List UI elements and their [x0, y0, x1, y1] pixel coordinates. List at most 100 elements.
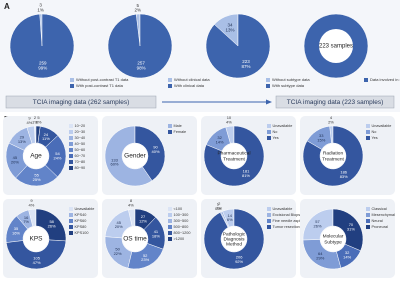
- legend-swatch: [69, 225, 73, 229]
- percent-label: 1%: [216, 205, 222, 210]
- pie-slice: [203, 208, 265, 270]
- percent-label: 18%: [152, 233, 160, 238]
- center-label: 223 samples: [319, 44, 353, 50]
- percent-label: 40%: [152, 149, 160, 154]
- legend-swatch: [267, 130, 271, 134]
- chart-title: Treatment: [223, 156, 245, 162]
- legend-swatch: [267, 124, 271, 128]
- legend-swatch: [69, 207, 73, 211]
- data-label: 55: [34, 172, 39, 177]
- legend-swatch: [69, 231, 73, 235]
- percent-label: 4%: [29, 203, 35, 208]
- legend-label: Without subtype data: [272, 77, 310, 82]
- data-label: 10: [227, 115, 232, 120]
- percent-label: 2%: [134, 8, 141, 13]
- legend-swatch: [168, 124, 172, 128]
- data-label: 50: [115, 246, 120, 251]
- percent-label: 15%: [317, 137, 325, 142]
- legend-swatch: [168, 213, 172, 217]
- percent-label: 60%: [110, 162, 118, 167]
- legend-label: Classical: [372, 207, 387, 211]
- data-label: 35: [14, 226, 19, 231]
- data-label: 105: [33, 255, 40, 260]
- percent-label: 26%: [314, 223, 322, 228]
- data-label: 52: [143, 253, 148, 258]
- legend-label: 300~500: [174, 219, 189, 223]
- data-label: 206: [236, 255, 243, 260]
- center-disc: [221, 143, 247, 169]
- legend-swatch: [267, 207, 271, 211]
- legend-swatch: [69, 142, 73, 146]
- legend-swatch: [366, 130, 370, 134]
- percent-label: 2%: [36, 119, 42, 124]
- data-label: 45: [116, 220, 121, 225]
- legend-label: With post-contrast T1 data: [76, 83, 124, 88]
- pie-slice: [104, 125, 153, 187]
- percent-label: 2%: [328, 119, 334, 124]
- percent-label: 87%: [242, 64, 251, 69]
- data-label: 58: [49, 219, 54, 224]
- legend-label: No: [273, 130, 278, 134]
- data-label: 181: [243, 169, 250, 174]
- data-label: 24: [44, 132, 49, 137]
- legend-label: Excisional Biopsy: [273, 213, 303, 217]
- data-label: 9: [28, 115, 31, 120]
- panel-label: A: [4, 2, 10, 11]
- legend-label: 500~800: [174, 225, 189, 229]
- data-label: 90: [153, 144, 158, 149]
- data-label: 9: [30, 198, 33, 203]
- legend-swatch: [168, 237, 172, 241]
- data-label: 186: [340, 170, 347, 175]
- center-disc: [320, 226, 346, 252]
- percent-label: 1%: [37, 8, 44, 13]
- data-label: 27: [141, 214, 146, 219]
- percent-label: 0%: [215, 206, 221, 211]
- pie-slice: [302, 125, 364, 187]
- legend-label: Tumor resection: [273, 225, 300, 229]
- legend-swatch: [266, 78, 270, 82]
- legend-label: Without post-contrast T1 data: [76, 77, 129, 82]
- percent-label: 23%: [141, 257, 149, 262]
- data-label: 4: [330, 115, 333, 120]
- percent-label: 47%: [33, 260, 41, 265]
- chart-title: OS time: [123, 236, 147, 243]
- legend-label: Yes: [273, 136, 279, 140]
- legend-label: Without clinical data: [174, 77, 210, 82]
- legend-swatch: [69, 160, 73, 164]
- caption: TCIA imaging data (262 samples): [33, 99, 129, 106]
- legend-label: Female: [174, 130, 187, 134]
- legend-label: Unavailable: [273, 207, 293, 211]
- legend-label: KPS100: [75, 231, 89, 235]
- legend-swatch: [266, 84, 270, 88]
- legend-swatch: [168, 207, 172, 211]
- legend-label: >1200: [174, 237, 185, 241]
- chart-title: Radiation: [323, 150, 344, 156]
- legend-label: <100: [174, 207, 183, 211]
- legend-swatch: [168, 231, 172, 235]
- pie-slice: [35, 125, 41, 144]
- legend-label: With subtype data: [272, 83, 305, 88]
- percent-label: 22%: [114, 251, 122, 256]
- legend-swatch: [267, 219, 271, 223]
- chart-title: Age: [30, 153, 42, 160]
- legend-swatch: [69, 130, 73, 134]
- data-label: 34: [227, 23, 233, 28]
- percent-label: 31%: [347, 226, 355, 231]
- center-disc: [319, 29, 353, 63]
- data-label: 45: [13, 155, 18, 160]
- chart-title: Method: [226, 241, 242, 247]
- legend-label: 30~40: [75, 136, 86, 140]
- chart-title: Molecular: [323, 233, 344, 239]
- legend-label: Proneural: [372, 225, 389, 229]
- data-label: 32: [345, 250, 350, 255]
- percent-label: 24%: [53, 155, 61, 160]
- legend-swatch: [69, 213, 73, 217]
- legend-label: KPS60: [75, 219, 87, 223]
- chart-title: Gender: [124, 153, 147, 160]
- data-label: 257: [137, 61, 145, 66]
- data-label: 54: [55, 151, 60, 156]
- percent-label: 81%: [242, 173, 250, 178]
- legend-label: 10~20: [75, 124, 86, 128]
- data-label: 32: [217, 135, 222, 140]
